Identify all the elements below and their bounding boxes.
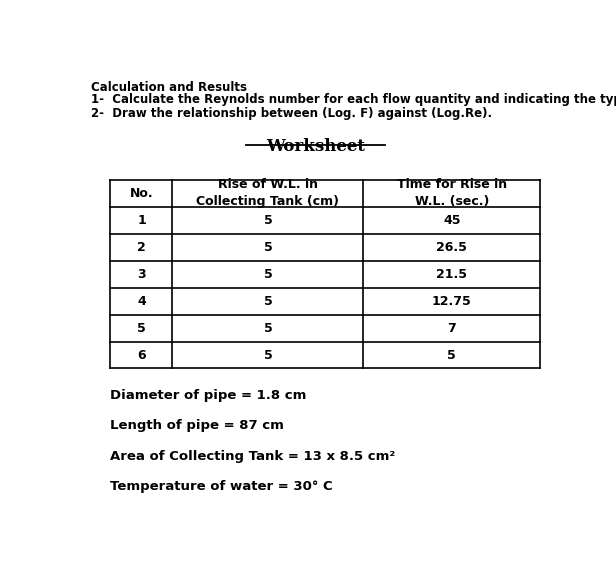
Text: No.: No. [129,187,153,200]
Text: Calculation and Results: Calculation and Results [91,81,247,94]
Text: 5: 5 [264,322,272,335]
Text: 26.5: 26.5 [436,241,467,254]
Text: 5: 5 [264,294,272,308]
Text: Worksheet: Worksheet [266,138,365,155]
Text: 4: 4 [137,294,146,308]
Text: 6: 6 [137,349,146,361]
Text: Area of Collecting Tank = 13 x 8.5 cm²: Area of Collecting Tank = 13 x 8.5 cm² [110,449,395,463]
Text: 1-  Calculate the Reynolds number for each flow quantity and indicating the type: 1- Calculate the Reynolds number for eac… [91,93,616,106]
Text: 7: 7 [447,322,456,335]
Text: Temperature of water = 30° C: Temperature of water = 30° C [110,480,333,493]
Text: 5: 5 [137,322,146,335]
Text: 45: 45 [443,214,461,227]
Text: 5: 5 [447,349,456,361]
Text: 12.75: 12.75 [432,294,472,308]
Text: 2: 2 [137,241,146,254]
Text: Rise of W.L. in
Collecting Tank (cm): Rise of W.L. in Collecting Tank (cm) [197,178,339,208]
Text: 1: 1 [137,214,146,227]
Text: 5: 5 [264,214,272,227]
Text: 2-  Draw the relationship between (Log. F) against (Log.Re).: 2- Draw the relationship between (Log. F… [91,107,492,120]
Text: Time for Rise in
W.L. (sec.): Time for Rise in W.L. (sec.) [397,178,507,208]
Text: Length of pipe = 87 cm: Length of pipe = 87 cm [110,419,285,432]
Text: Diameter of pipe = 1.8 cm: Diameter of pipe = 1.8 cm [110,389,307,402]
Text: 5: 5 [264,349,272,361]
Text: 3: 3 [137,268,146,280]
Text: 5: 5 [264,241,272,254]
Text: 21.5: 21.5 [436,268,468,280]
Text: 5: 5 [264,268,272,280]
